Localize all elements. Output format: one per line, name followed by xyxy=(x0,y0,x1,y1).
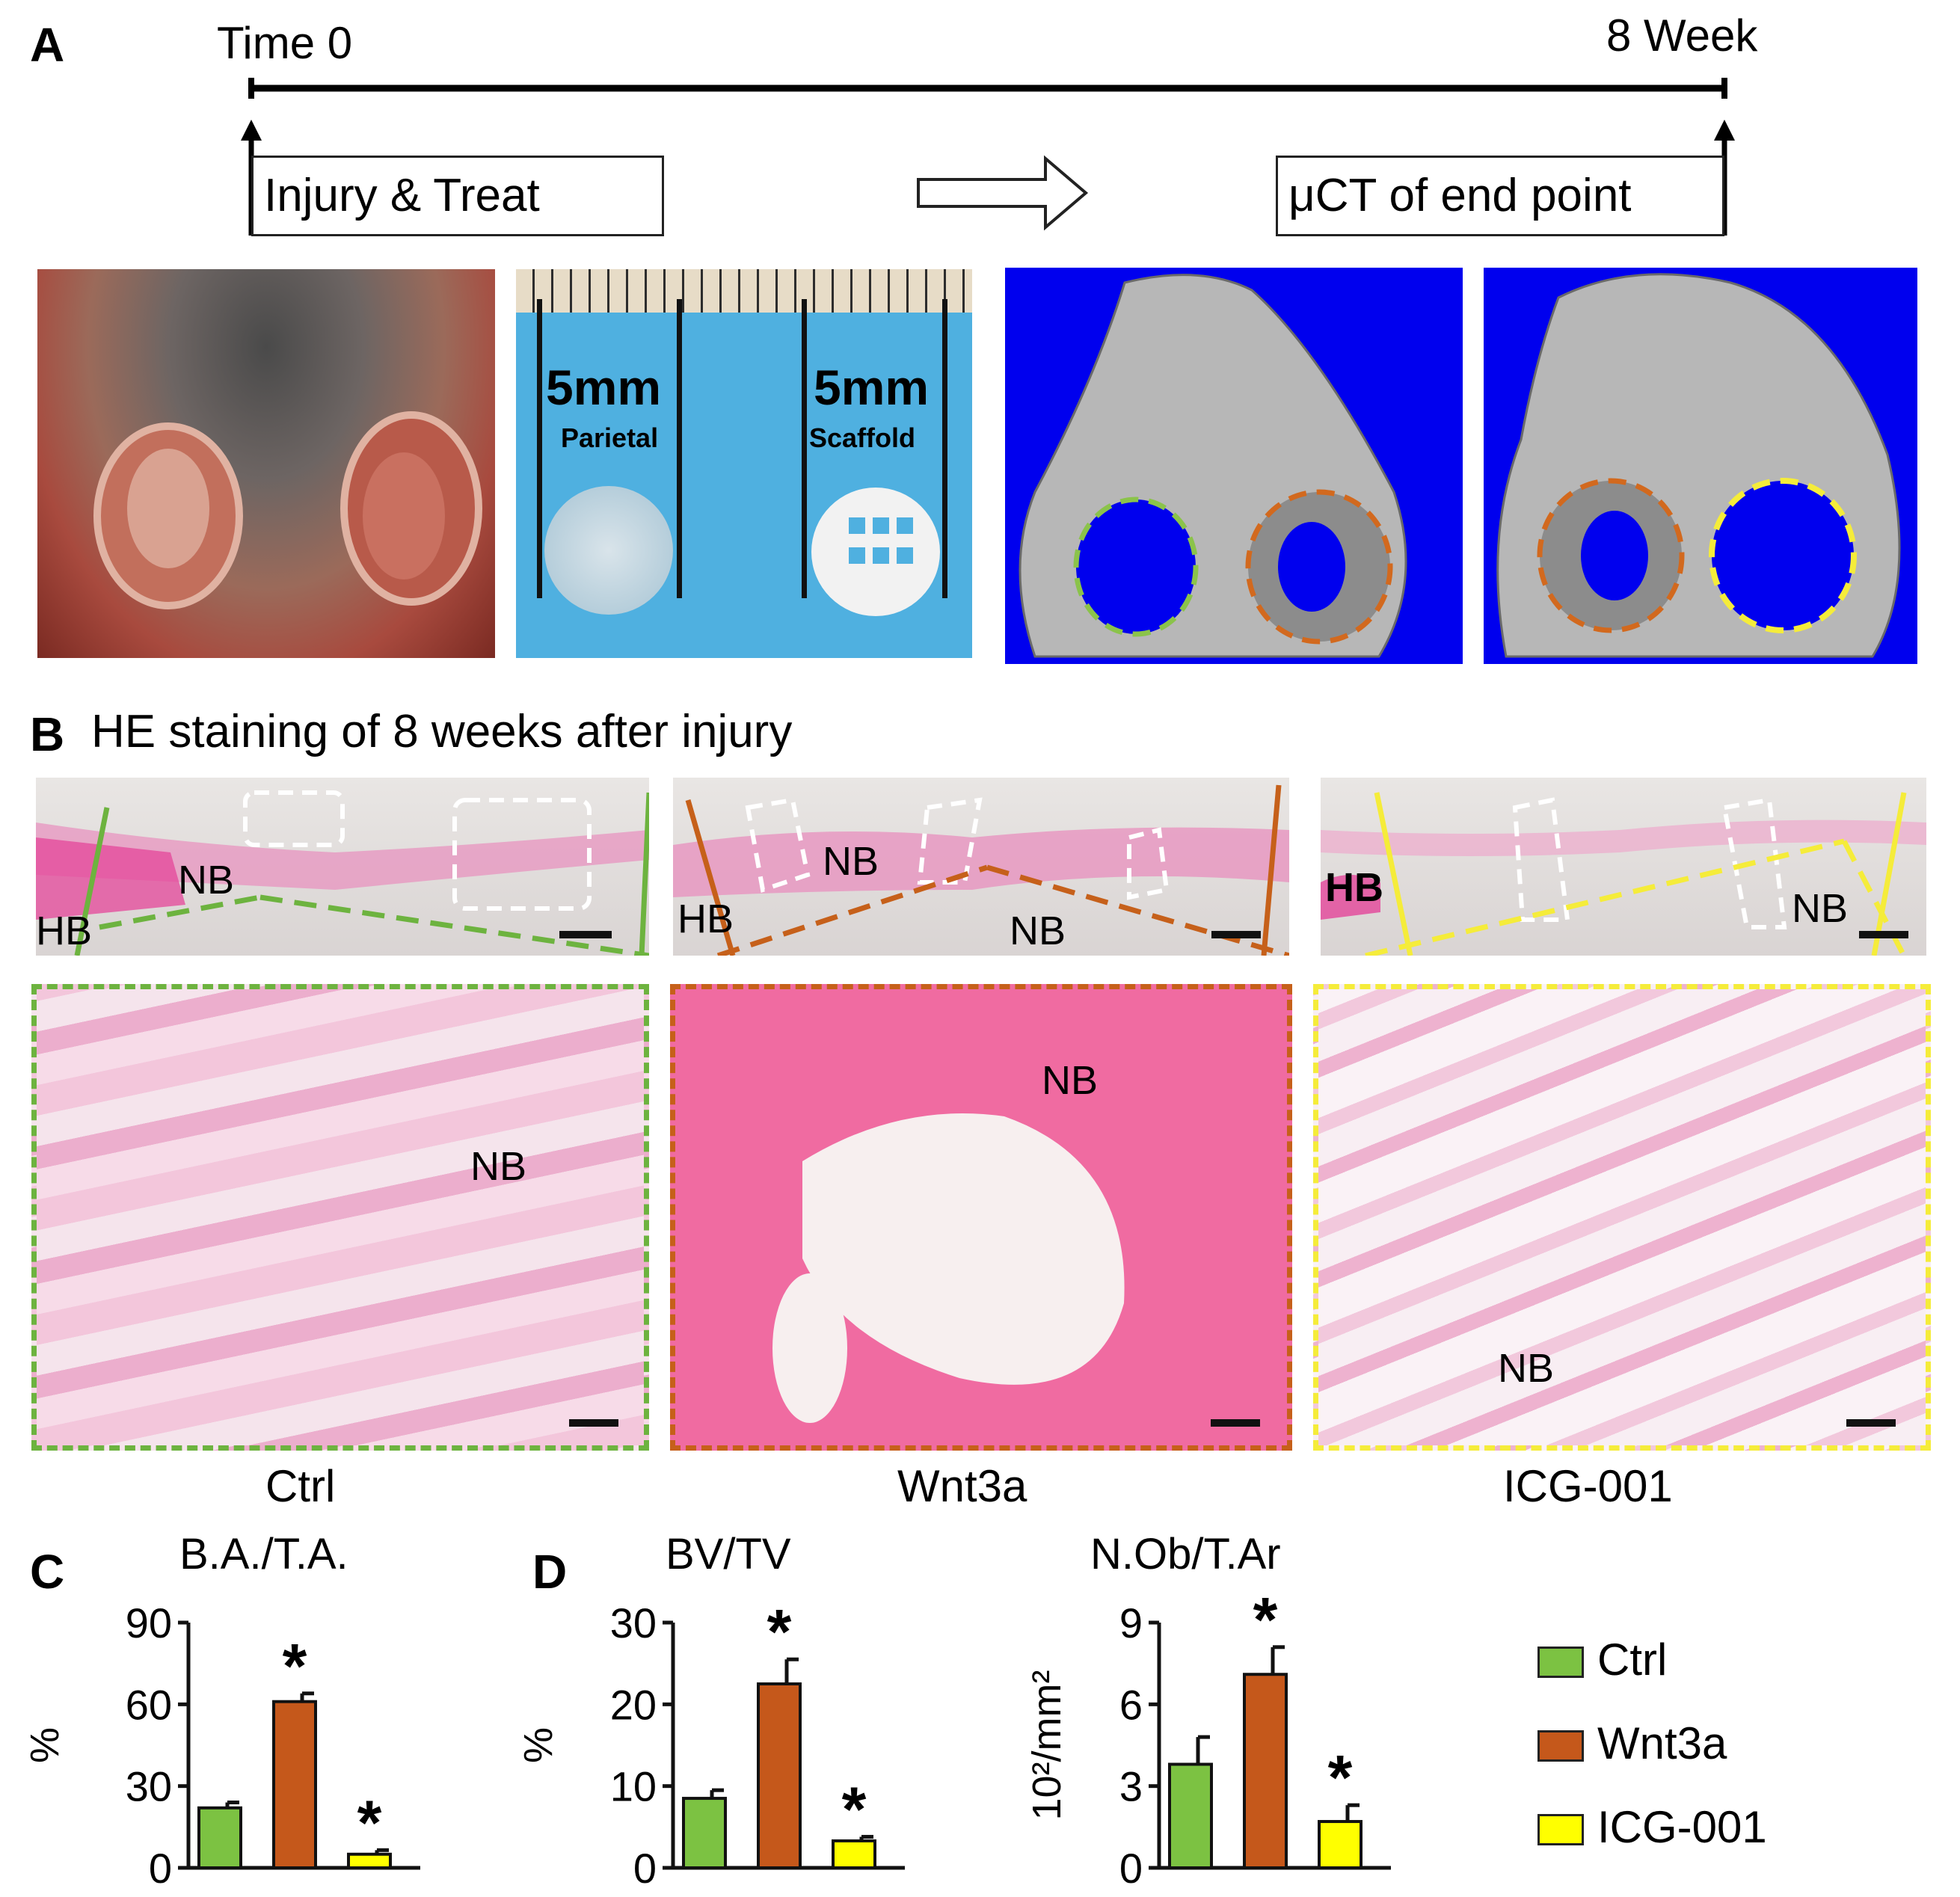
process-arrow-icon xyxy=(917,155,1089,231)
chart2-bar-0 xyxy=(682,1797,727,1870)
chart2-sig-1: * xyxy=(767,1596,792,1667)
timeline-start-label: Time 0 xyxy=(217,18,353,68)
chart3-ylabel: 10²/mm² xyxy=(1024,1670,1069,1821)
ctrl-overview: NB HB xyxy=(36,778,649,956)
chart2-bar-2 xyxy=(832,1839,876,1870)
chart2-sig-2: * xyxy=(842,1774,867,1844)
chart1-sig-2: * xyxy=(357,1787,382,1857)
icg-zoom: NB xyxy=(1313,984,1931,1451)
legend-swatch-icg xyxy=(1537,1814,1584,1845)
chart3-ytick-label-3: 9 xyxy=(1119,1599,1143,1647)
panel-d-label: D xyxy=(532,1545,568,1599)
wnt3a-top-nb-label: NB xyxy=(823,839,879,884)
uct-image-wnt3a-icg xyxy=(1484,268,1917,664)
group-label-wnt3a: Wnt3a xyxy=(897,1461,1027,1511)
chart3-bar-2 xyxy=(1318,1820,1363,1869)
scaffold-disc xyxy=(811,488,940,616)
chart1-ylabel: % xyxy=(22,1727,67,1763)
icg-zoom-nb-label: NB xyxy=(1498,1346,1555,1391)
chart2-title: BV/TV xyxy=(666,1530,791,1578)
legend-swatch-wnt3a xyxy=(1537,1730,1584,1762)
wnt3a-top-hb-label: HB xyxy=(678,897,734,941)
icg-top-nb-label: NB xyxy=(1792,886,1849,931)
icg-top-scalebar xyxy=(1859,931,1908,938)
legend-label-wnt3a: Wnt3a xyxy=(1597,1718,1727,1768)
chart3-sig-2: * xyxy=(1328,1742,1353,1813)
timeline-end-label: 8 Week xyxy=(1606,10,1758,61)
ruler-scale xyxy=(516,269,972,313)
injury-treat-box: Injury & Treat xyxy=(251,156,664,236)
chart1-bar-0 xyxy=(197,1806,242,1870)
chart1-ytick-label-0: 0 xyxy=(149,1845,172,1892)
parietal-size-label: 5mm xyxy=(546,360,662,415)
icg-overview: HB NB xyxy=(1321,778,1926,956)
chart1-bar-1 xyxy=(272,1700,317,1869)
ctrl-zoom-nb-label: NB xyxy=(470,1144,527,1189)
ctrl-zoom-scalebar xyxy=(569,1419,618,1427)
parietal-name-label: Parietal xyxy=(561,422,659,453)
uct-end-point-box: μCT of end point xyxy=(1276,156,1724,236)
icg-top-hb-label: HB xyxy=(1325,865,1383,910)
legend: Ctrl Wnt3a ICG-001 xyxy=(1526,1629,1959,1875)
legend-label-ctrl: Ctrl xyxy=(1597,1635,1668,1685)
parietal-disc xyxy=(544,486,673,615)
wnt3a-top-scalebar xyxy=(1211,931,1261,938)
chart2-bar-1 xyxy=(757,1682,802,1869)
wnt3a-zoom-nb-label: NB xyxy=(1042,1058,1099,1103)
chart2-ytick-label-1: 10 xyxy=(610,1763,657,1810)
legend-label-icg: ICG-001 xyxy=(1597,1802,1767,1852)
chart2-ylabel: % xyxy=(516,1727,561,1763)
chart3-sig-1: * xyxy=(1253,1584,1278,1655)
chart3-bar-1 xyxy=(1243,1673,1288,1869)
ctrl-top-scalebar xyxy=(559,931,612,938)
wnt3a-overview: NB HB NB xyxy=(673,778,1289,956)
chart1-bar-2 xyxy=(347,1852,392,1869)
chart3-bar-0 xyxy=(1168,1762,1213,1869)
group-label-ctrl: Ctrl xyxy=(265,1461,336,1511)
chart2-ytick-label-2: 20 xyxy=(610,1681,657,1728)
group-label-icg: ICG-001 xyxy=(1503,1461,1673,1511)
ctrl-top-nb-label: NB xyxy=(178,858,235,903)
chart2-ytick-label-3: 30 xyxy=(610,1599,657,1647)
chart3-ytick-label-2: 6 xyxy=(1119,1681,1143,1728)
panel-b-title: HE staining of 8 weeks after injury xyxy=(91,706,793,757)
chart3-ytick-label-0: 0 xyxy=(1119,1845,1143,1892)
chart1-ytick-label-3: 90 xyxy=(126,1599,172,1647)
chart1-ytick-label-1: 30 xyxy=(126,1763,172,1810)
panel-a-label: A xyxy=(30,18,65,72)
ctrl-zoom: NB xyxy=(31,984,649,1451)
chart1-sig-1: * xyxy=(283,1631,307,1701)
panel-b-label: B xyxy=(30,707,65,761)
wnt3a-top-nb2-label: NB xyxy=(1010,908,1066,953)
wnt3a-zoom-scalebar xyxy=(1211,1419,1260,1427)
chart2-ytick-label-0: 0 xyxy=(633,1845,657,1892)
panel-c-label: C xyxy=(30,1545,65,1599)
ruler-photo: 5mm Parietal 5mm Scaffold xyxy=(516,269,972,658)
chart1-ytick-label-2: 60 xyxy=(126,1681,172,1728)
icg-zoom-scalebar xyxy=(1846,1419,1896,1427)
chart3-title: N.Ob/T.Ar xyxy=(1090,1530,1281,1578)
legend-swatch-ctrl xyxy=(1537,1647,1584,1678)
arrow-up-start-head xyxy=(241,120,262,141)
chart3-ytick-label-1: 3 xyxy=(1119,1763,1143,1810)
scaffold-size-label: 5mm xyxy=(814,360,930,415)
chart1-title: B.A./T.A. xyxy=(179,1530,348,1578)
arrow-up-end-head xyxy=(1714,120,1735,141)
ctrl-top-hb-label: HB xyxy=(36,908,93,953)
uct-image-ctrl-wnt3a xyxy=(1005,268,1463,664)
wnt3a-zoom: NB xyxy=(670,984,1292,1451)
surgery-photo xyxy=(37,269,495,658)
scaffold-name-label: Scaffold xyxy=(809,422,916,453)
